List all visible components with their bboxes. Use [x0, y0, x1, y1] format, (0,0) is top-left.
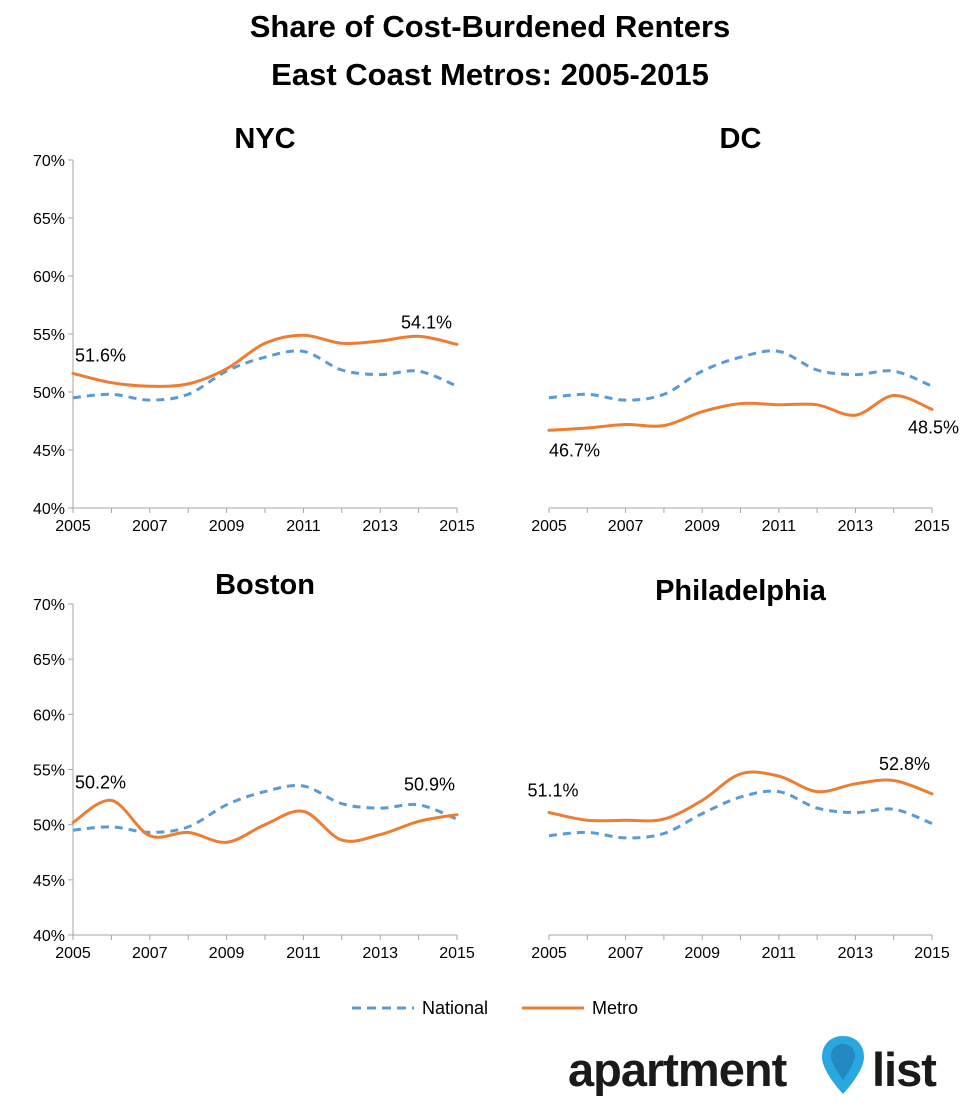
data-label: 51.1% — [527, 781, 578, 801]
x-tick-label: 2009 — [209, 518, 245, 535]
legend: National Metro — [0, 994, 980, 1022]
legend-item-metro: Metro — [522, 994, 638, 1022]
x-tick-label: 2013 — [362, 518, 398, 535]
map-pin-icon — [822, 1036, 864, 1094]
x-tick-label: 2007 — [132, 945, 168, 962]
y-tick-label: 60% — [33, 707, 65, 724]
legend-label-national: National — [422, 997, 489, 1018]
x-tick-label: 2009 — [209, 945, 245, 962]
x-tick-label: 2011 — [762, 945, 797, 962]
series-line-national — [548, 349, 933, 402]
panel-title: NYC — [234, 123, 295, 155]
x-tick-label: 2011 — [762, 518, 797, 535]
x-tick-label: 2009 — [684, 945, 720, 962]
logo-text-list: list — [872, 1043, 937, 1096]
legend-swatch-national — [352, 1006, 414, 1010]
x-tick-label: 2013 — [362, 945, 398, 962]
data-label: 52.8% — [879, 754, 930, 774]
series-line-metro — [547, 393, 934, 432]
chart-panel-dc: DC 2005 2007 2009 2011 2013 2015 46.7% 48.5% — [531, 123, 959, 535]
y-tick-label: 40% — [33, 928, 65, 945]
y-tick-label: 45% — [33, 873, 65, 890]
series-line-metro — [547, 770, 934, 823]
x-tick-label: 2007 — [608, 518, 644, 535]
data-label: 48.5% — [908, 417, 959, 437]
x-tick-label: 2005 — [55, 518, 91, 535]
y-tick-label: 55% — [33, 327, 65, 344]
x-tick-label: 2013 — [838, 945, 874, 962]
data-label: 54.1% — [401, 312, 452, 332]
data-label: 50.9% — [404, 775, 455, 795]
x-tick-label: 2005 — [531, 518, 567, 535]
legend-label-metro: Metro — [592, 997, 639, 1018]
y-tick-label: 45% — [33, 443, 65, 460]
panel-title: Philadelphia — [655, 575, 827, 607]
y-tick-label: 70% — [33, 153, 65, 170]
legend-swatch-metro — [522, 1006, 584, 1010]
y-tick-label: 60% — [33, 269, 65, 286]
x-tick-label: 2015 — [914, 945, 950, 962]
chart-panel-philadelphia: Philadelphia 2005 2007 2009 2011 2013 2015 51.1… — [527, 575, 949, 962]
x-tick-label: 2007 — [132, 518, 168, 535]
x-tick-label: 2011 — [286, 945, 321, 962]
x-tick-label: 2011 — [286, 518, 321, 535]
x-tick-label: 2013 — [838, 518, 874, 535]
x-tick-label: 2015 — [914, 518, 950, 535]
series-line-metro — [71, 798, 459, 844]
data-label: 50.2% — [75, 772, 126, 792]
chart-panel-boston: Boston 40% 45% 50% 55% 60% 65% 70% 2005 2007 2009 2… — [33, 569, 475, 962]
chart-panel-nyc: NYC 40% 45% 50% 55% 60% 65% 70% 2005 2007 2009 2011… — [33, 123, 475, 535]
y-tick-label: 50% — [33, 385, 65, 402]
chart-title-line2: East Coast Metros: 2005-2015 — [271, 57, 709, 92]
x-tick-label: 2007 — [608, 945, 644, 962]
logo-text-apartment: apartment — [568, 1043, 787, 1096]
y-tick-label: 65% — [33, 211, 65, 228]
y-tick-label: 40% — [33, 501, 65, 518]
y-tick-label: 55% — [33, 763, 65, 780]
x-tick-label: 2009 — [684, 518, 720, 535]
legend-item-national: National — [352, 994, 488, 1022]
series-line-national — [548, 789, 933, 840]
apartment-list-logo: apartment list — [568, 1034, 958, 1104]
chart-title-line1: Share of Cost-Burdened Renters — [249, 9, 731, 44]
x-tick-label: 2005 — [531, 945, 567, 962]
series-line-metro — [71, 333, 459, 388]
charts-area: NYC 40% 45% 50% 55% 60% 65% 70% 2005 2007 2009 2011… — [33, 123, 959, 962]
series-line-national — [72, 349, 458, 402]
y-tick-label: 50% — [33, 818, 65, 835]
x-tick-label: 2005 — [55, 945, 91, 962]
panel-title: Boston — [215, 569, 315, 601]
x-tick-label: 2015 — [439, 518, 475, 535]
data-label: 51.6% — [75, 345, 126, 365]
y-tick-label: 70% — [33, 597, 65, 614]
data-label: 46.7% — [549, 440, 600, 460]
y-tick-label: 65% — [33, 652, 65, 669]
panel-title: DC — [720, 123, 762, 155]
series-line-national — [72, 784, 458, 834]
x-tick-label: 2015 — [439, 945, 475, 962]
